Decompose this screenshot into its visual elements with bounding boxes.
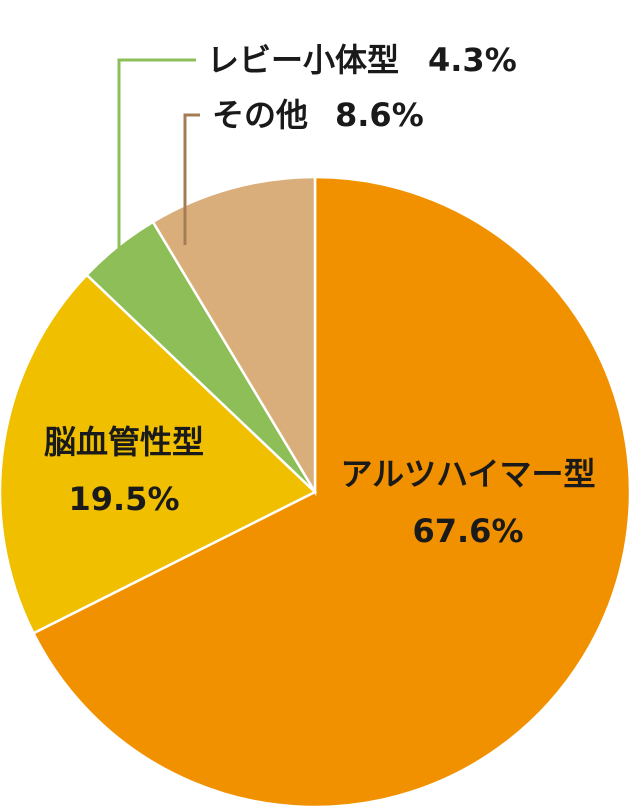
leader-line-lewy [117,58,196,248]
slice-value-lewy: 4.3% [428,41,517,79]
slice-value-alzheimer: 67.6% [412,512,523,550]
pie-slices [0,175,630,807]
slice-label-vascular: 脳血管性型 [44,423,204,461]
leader-line-other [183,113,200,245]
leader-lines [117,58,200,248]
slice-vascular [0,273,318,635]
slice-label-alzheimer: アルツハイマー型 [340,455,595,493]
slice-label-other: その他 [212,96,308,134]
slice-other [151,175,317,497]
slice-label-lewy: レビー小体型 [207,41,399,79]
slice-value-vascular: 19.5% [68,480,179,518]
slice-alzheimer [31,175,630,807]
slice-value-other: 8.6% [335,96,424,134]
